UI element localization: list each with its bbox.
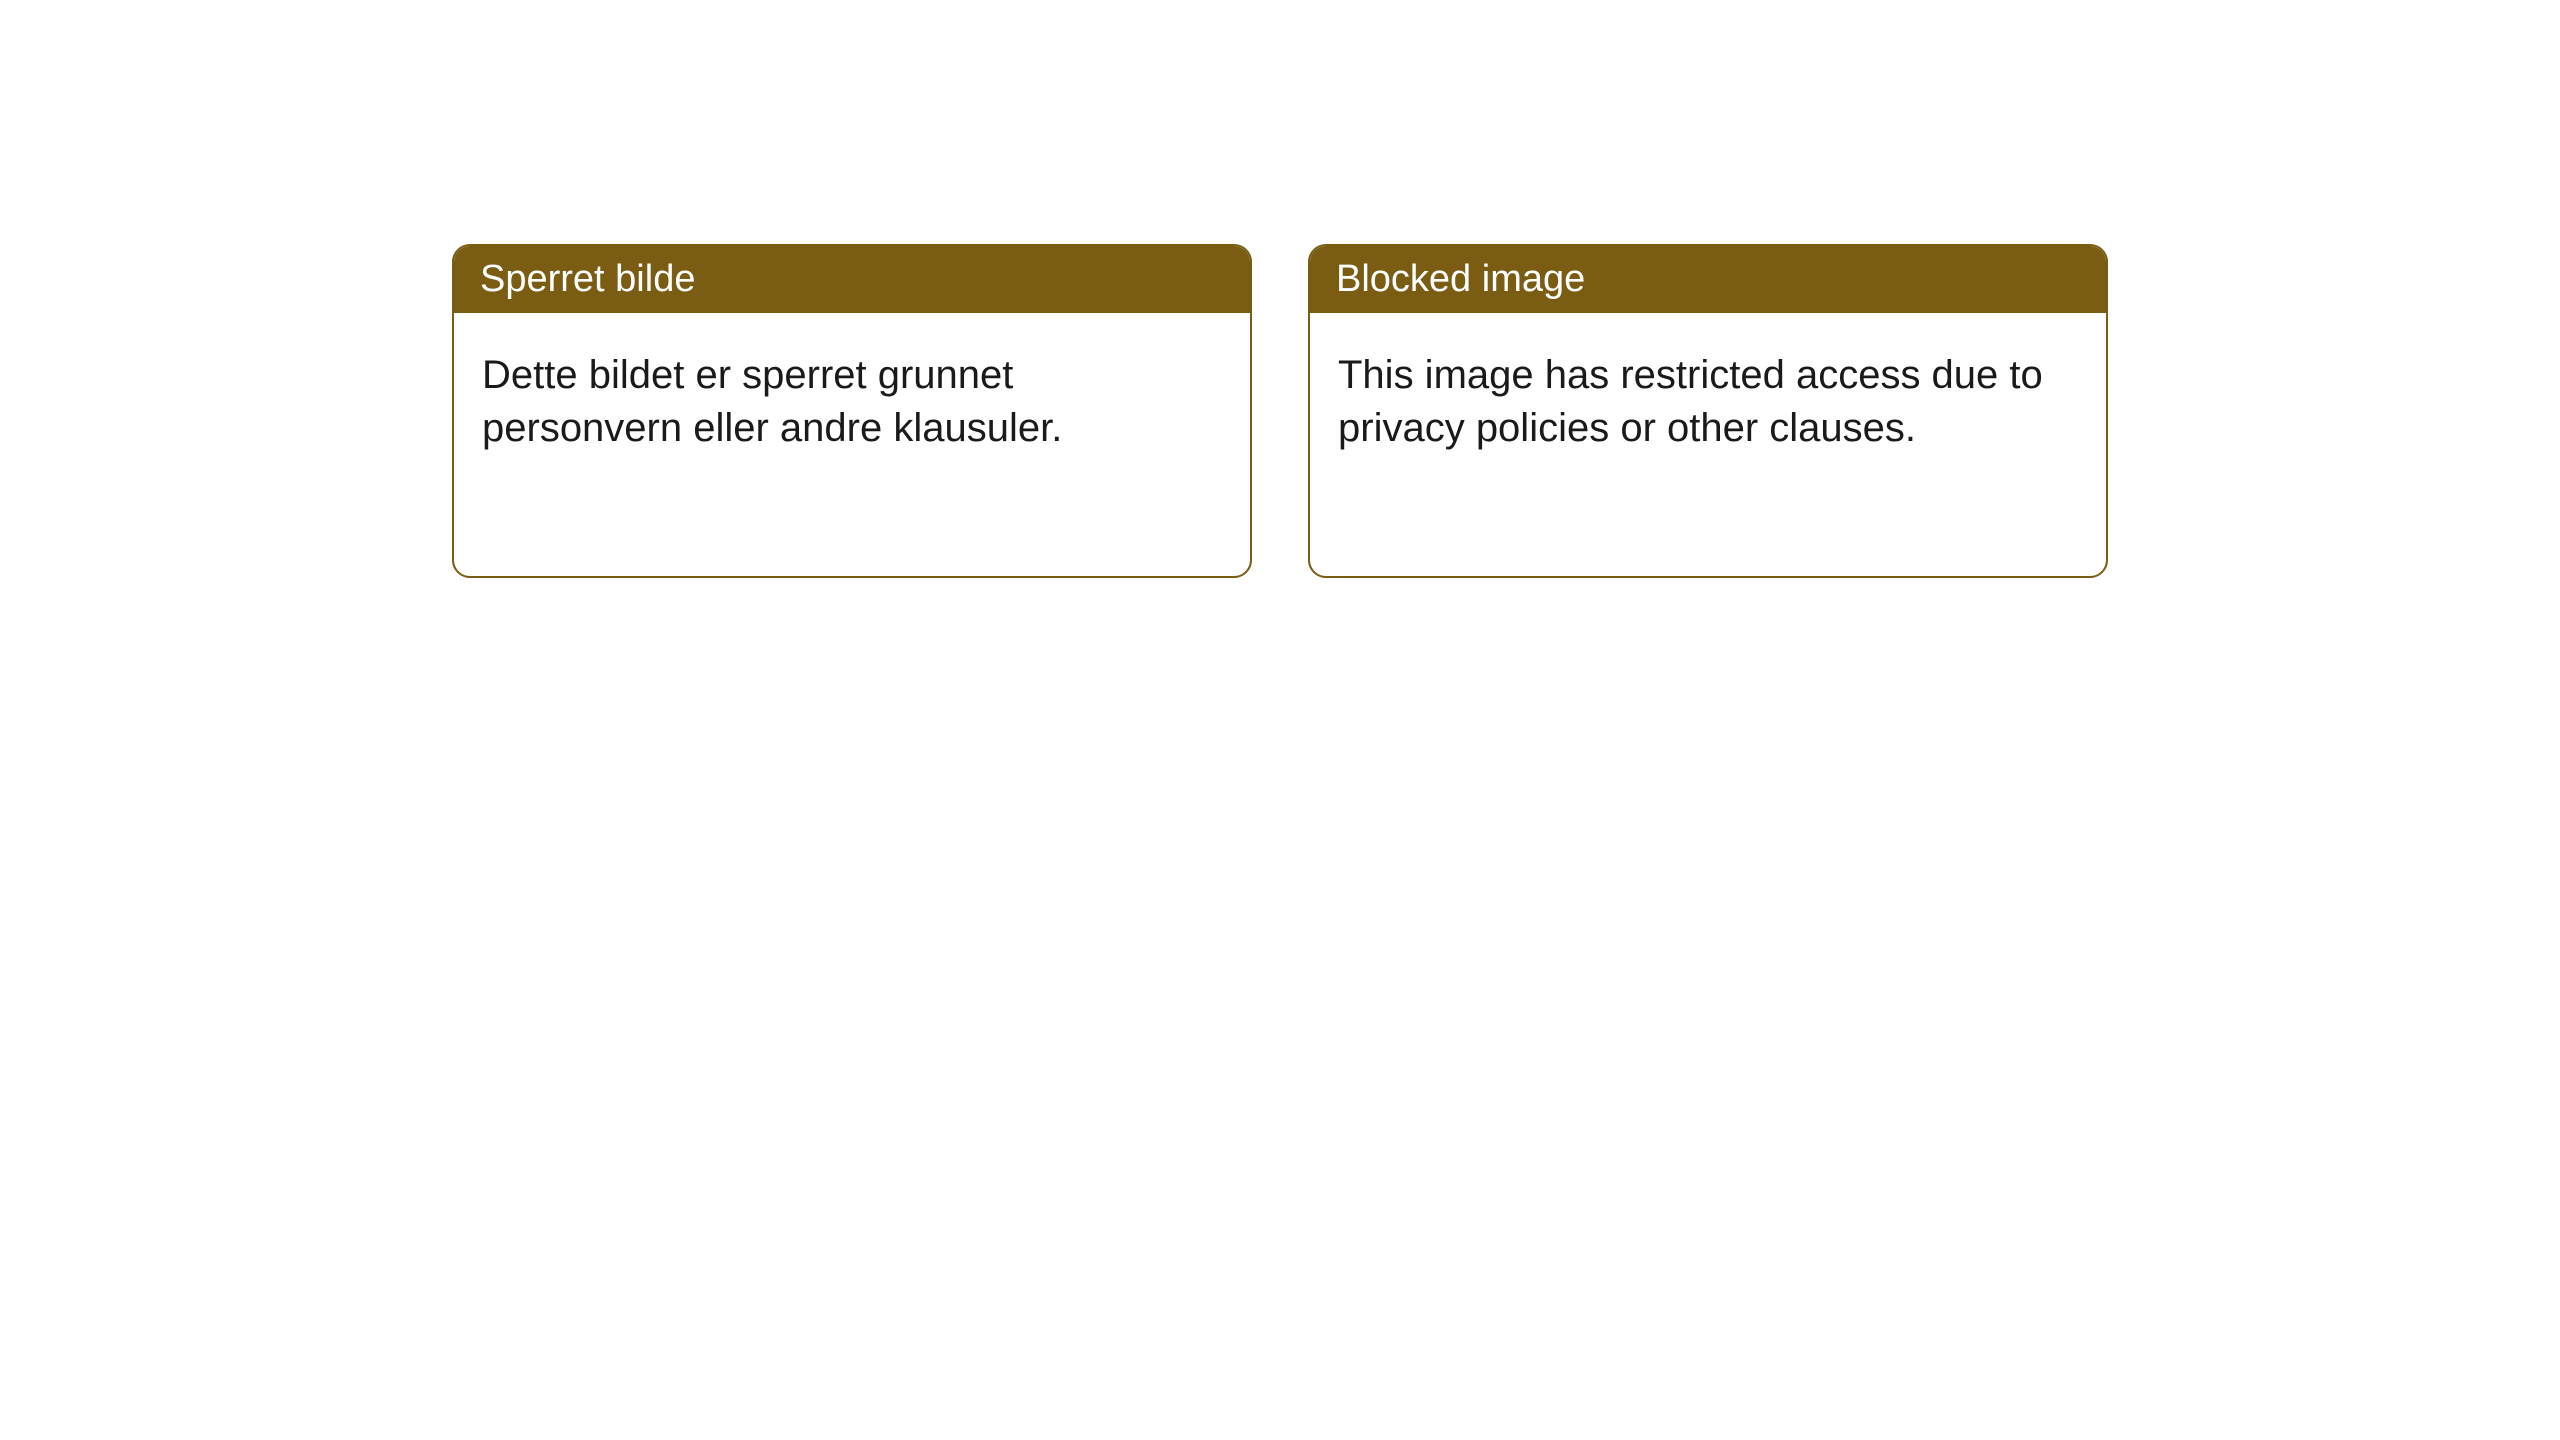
notice-text-en: This image has restricted access due to … [1338,353,2043,450]
notice-card-en-body: This image has restricted access due to … [1310,313,2106,491]
notice-card-no-header: Sperret bilde [454,246,1250,313]
notice-card-en: Blocked image This image has restricted … [1308,244,2108,578]
notice-text-no: Dette bildet er sperret grunnet personve… [482,353,1062,450]
notice-card-no: Sperret bilde Dette bildet er sperret gr… [452,244,1252,578]
notice-card-no-body: Dette bildet er sperret grunnet personve… [454,313,1250,491]
notice-title-en: Blocked image [1336,258,1585,300]
notice-title-no: Sperret bilde [480,258,695,300]
notice-card-en-header: Blocked image [1310,246,2106,313]
notice-container: Sperret bilde Dette bildet er sperret gr… [452,244,2108,1440]
